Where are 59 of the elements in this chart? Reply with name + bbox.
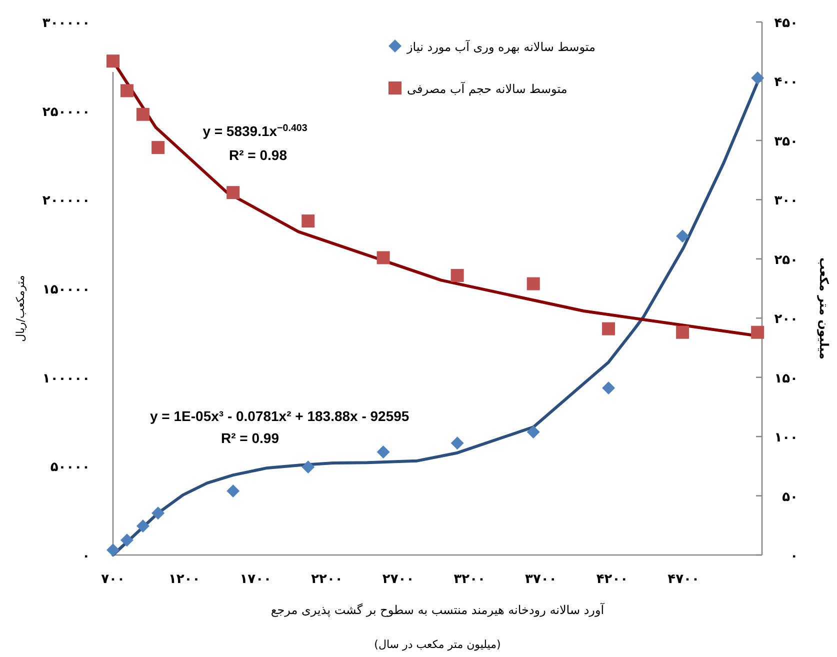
x-tick-label: ۲۷۰۰ bbox=[382, 572, 414, 587]
point bbox=[676, 326, 690, 339]
point bbox=[120, 534, 134, 547]
point bbox=[302, 214, 315, 228]
y2-tick-label: ۳۰۰ bbox=[774, 194, 798, 209]
y-tick-label: ۱۰۰۰۰۰ bbox=[42, 371, 90, 386]
point bbox=[376, 445, 390, 458]
point bbox=[751, 326, 764, 339]
point bbox=[152, 506, 165, 520]
y2-tick-label: ۴۰۰ bbox=[774, 75, 798, 90]
text: آورد سالانه رودخانه هیرمند منتسب به سطوح بر گشت پذیری مرجع (میلیون متر مکعب در سال) bbox=[270, 603, 604, 651]
annotation: R² = 0.99 bbox=[221, 430, 280, 446]
y2-tick-label: ۱۰۰ bbox=[774, 430, 798, 446]
point bbox=[226, 186, 240, 200]
x-tick-label: ۱۷۰۰ bbox=[240, 572, 272, 587]
x-tick-label: ۳۲۰۰ bbox=[454, 572, 486, 587]
x-tick-label: ۷۰۰ bbox=[101, 572, 125, 587]
y-tick-label: ۰ bbox=[82, 549, 90, 564]
legend-label: متوسط سالانه بهره وری آب مورد نیاز bbox=[406, 39, 596, 54]
x-tick-label: ۴۲۰۰ bbox=[596, 572, 628, 587]
x-tick-label: ۱۲۰۰ bbox=[168, 572, 200, 587]
point bbox=[751, 71, 764, 84]
y2-tick-label: ۵۰ bbox=[782, 490, 798, 505]
annotation: R² = 0.98 bbox=[229, 147, 288, 163]
point bbox=[302, 460, 315, 474]
y2-tick-label: ۰ bbox=[790, 549, 798, 564]
legend-label: متوسط سالانه حجم آب مصرفی bbox=[407, 81, 568, 96]
y-tick-label: ۱۵۰۰۰۰ bbox=[42, 282, 90, 298]
point bbox=[152, 141, 165, 154]
y-tick-label: ۲۵۰۰۰۰ bbox=[42, 104, 90, 120]
y-axis-title: مترمکعب/ریال bbox=[14, 275, 27, 342]
point bbox=[120, 84, 134, 98]
y2-tick-label: ۳۵۰ bbox=[774, 134, 798, 150]
x-tick-label: ۳۷۰۰ bbox=[525, 572, 557, 587]
point bbox=[676, 230, 690, 243]
y2-tick-label: ۲۰۰ bbox=[774, 312, 798, 328]
point bbox=[526, 426, 540, 439]
point bbox=[450, 268, 464, 282]
y2-tick-label: ۲۵۰ bbox=[774, 252, 798, 268]
point bbox=[226, 484, 240, 498]
y2-axis-title: میلیون متر مکعب bbox=[817, 258, 831, 360]
point bbox=[376, 251, 390, 264]
annotation: y = 5839.1x$^{−0.403}$ bbox=[202, 122, 308, 139]
annotation: y = 1E-05x³ - 0.0781x² + 183.88x - 92595 bbox=[150, 408, 410, 424]
y2-tick-label: ۱۵۰ bbox=[774, 371, 798, 386]
point bbox=[106, 544, 120, 557]
y-tick-label: ۵۰۰۰۰ bbox=[50, 460, 90, 476]
point bbox=[136, 520, 150, 533]
point bbox=[106, 54, 120, 68]
point bbox=[450, 436, 464, 450]
point bbox=[602, 322, 616, 336]
y-tick-label: ۳۰۰۰۰۰ bbox=[42, 16, 90, 31]
x-tick-label: ۲۲۰۰ bbox=[311, 572, 343, 587]
x-tick-label: ۴۷۰۰ bbox=[668, 572, 700, 587]
y-tick-label: ۲۰۰۰۰۰ bbox=[42, 194, 90, 209]
point bbox=[136, 108, 150, 121]
point bbox=[602, 381, 616, 394]
y2-tick-label: ۴۵۰ bbox=[774, 16, 798, 31]
point bbox=[526, 277, 540, 290]
